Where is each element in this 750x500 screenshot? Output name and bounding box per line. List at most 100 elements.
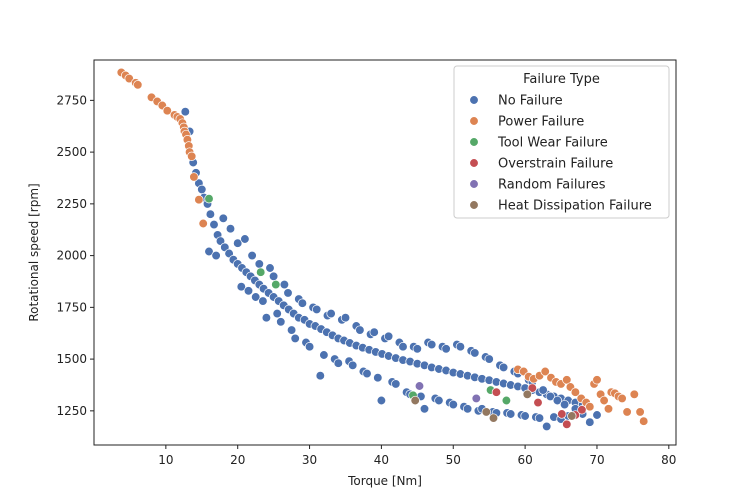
data-point — [562, 419, 572, 429]
data-point — [592, 375, 602, 385]
data-point — [410, 395, 420, 406]
data-point — [258, 296, 268, 306]
data-point — [271, 279, 281, 290]
data-point — [617, 393, 627, 404]
legend-marker — [469, 137, 479, 147]
data-point — [362, 368, 372, 379]
data-point — [198, 218, 208, 229]
data-point — [204, 246, 214, 257]
data-point — [527, 383, 537, 393]
data-point — [283, 288, 293, 298]
data-point — [498, 362, 509, 373]
data-point — [470, 348, 480, 358]
data-point — [225, 224, 236, 234]
data-point — [279, 279, 290, 290]
legend-title: Failure Type — [523, 72, 600, 87]
data-point — [211, 250, 221, 261]
data-point — [491, 387, 502, 397]
y-tick-label: 2000 — [56, 249, 87, 263]
data-point — [243, 286, 254, 296]
data-point — [256, 267, 266, 277]
data-point — [540, 366, 550, 377]
data-point — [427, 339, 437, 350]
data-point — [471, 393, 481, 404]
data-point — [162, 106, 172, 116]
data-point — [567, 411, 577, 421]
data-point — [205, 209, 216, 219]
x-tick-label: 60 — [517, 453, 532, 467]
data-point — [455, 342, 466, 352]
data-point — [373, 373, 383, 383]
legend-label: Overstrain Failure — [498, 157, 613, 172]
data-point — [251, 292, 261, 302]
data-point — [462, 404, 473, 414]
x-axis: 10 20 30 40 50 60 70 80 — [158, 445, 676, 467]
data-point — [304, 342, 315, 352]
legend-marker — [469, 116, 479, 126]
data-point — [209, 219, 219, 230]
data-point — [236, 282, 246, 292]
data-point — [545, 391, 555, 402]
data-point — [261, 313, 272, 323]
data-point — [340, 313, 351, 323]
x-tick-label: 70 — [589, 453, 604, 467]
data-point — [585, 417, 595, 427]
data-point — [570, 387, 581, 397]
data-point — [218, 213, 228, 223]
data-point — [542, 421, 552, 432]
legend-label: Power Failure — [498, 115, 584, 130]
data-point — [180, 107, 190, 117]
data-point — [559, 399, 570, 410]
legend-box — [453, 65, 670, 219]
x-tick-label: 30 — [302, 453, 317, 467]
x-tick-label: 50 — [446, 453, 461, 467]
data-point — [315, 371, 325, 381]
data-point — [297, 298, 308, 308]
data-point — [441, 344, 451, 354]
data-point — [383, 331, 394, 341]
y-axis-label: Rotational speed [rpm] — [27, 183, 41, 321]
legend-marker — [469, 179, 479, 189]
data-point — [319, 350, 329, 360]
data-point — [412, 344, 422, 354]
data-point — [376, 395, 387, 406]
data-point — [585, 402, 595, 412]
y-tick-label: 2750 — [56, 93, 87, 107]
data-point — [326, 308, 336, 319]
data-point — [538, 385, 548, 395]
y-tick-label: 2250 — [56, 197, 87, 211]
legend-label: No Failure — [498, 94, 563, 109]
y-tick-label: 1250 — [56, 404, 87, 418]
data-point — [194, 195, 204, 205]
data-point — [312, 304, 322, 315]
data-point — [333, 358, 343, 368]
legend-label: Heat Dissipation Failure — [498, 199, 652, 214]
data-point — [276, 317, 286, 327]
data-point — [603, 404, 614, 414]
data-point — [233, 238, 243, 248]
legend-marker — [469, 200, 479, 210]
data-point — [286, 325, 297, 335]
data-point — [391, 379, 401, 389]
x-tick-label: 20 — [230, 453, 245, 467]
data-point — [398, 342, 408, 352]
data-point — [124, 73, 134, 84]
legend-label: Tool Wear Failure — [497, 136, 608, 151]
data-point — [520, 411, 530, 421]
data-point — [481, 407, 491, 417]
data-point — [133, 80, 143, 90]
data-point — [290, 333, 300, 344]
data-point — [240, 234, 250, 244]
legend-marker — [469, 95, 479, 105]
plot-frame — [93, 59, 677, 446]
data-point — [506, 409, 516, 419]
data-point — [639, 416, 649, 426]
data-point — [577, 405, 587, 415]
y-tick-label: 1750 — [56, 300, 87, 314]
data-point — [369, 327, 379, 337]
data-point — [197, 184, 207, 195]
data-point — [189, 172, 199, 182]
data-point — [522, 389, 532, 399]
x-tick-label: 80 — [661, 453, 676, 467]
